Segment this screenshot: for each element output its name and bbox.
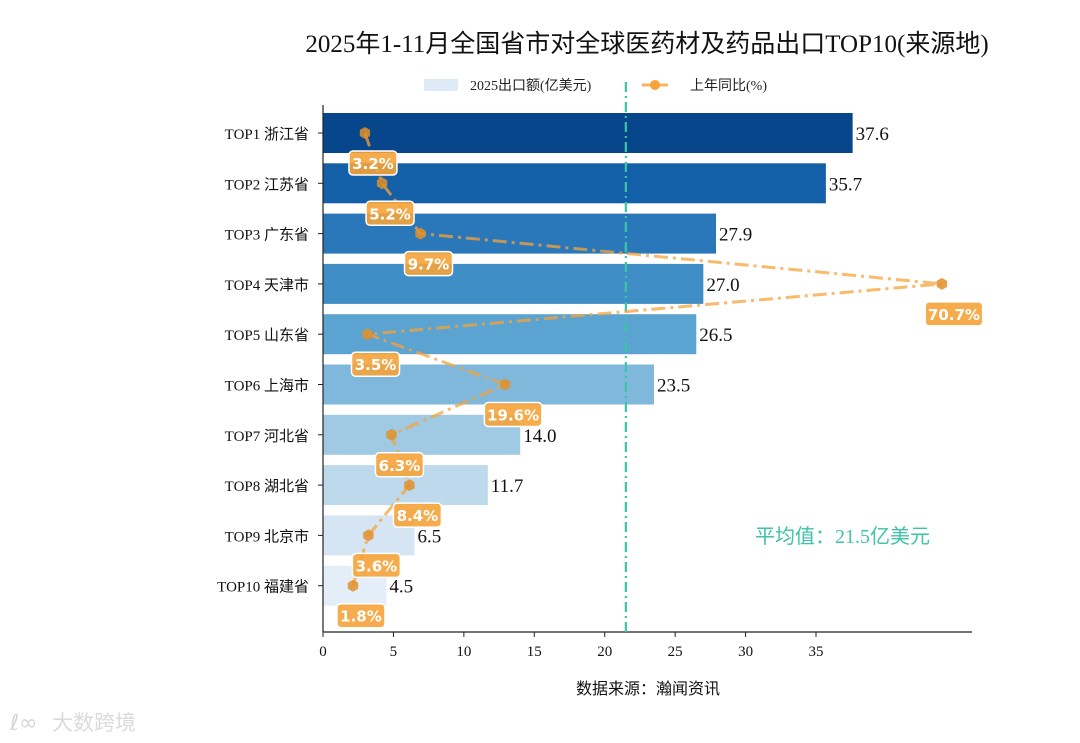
yoy-marker xyxy=(415,227,426,240)
yoy-marker xyxy=(376,177,388,190)
bar-value-label: 27.0 xyxy=(706,275,739,296)
yoy-label: 6.3% xyxy=(379,457,421,475)
legend-bar-label: 2025出口额(亿美元) xyxy=(470,78,592,94)
y-tick-label: TOP3 广东省 xyxy=(225,227,309,244)
yoy-label-box xyxy=(348,150,398,176)
yoy-marker xyxy=(499,378,511,391)
yoy-label-box xyxy=(924,301,984,327)
yoy-marker xyxy=(359,127,371,139)
bar xyxy=(323,314,697,355)
legend-bar-swatch xyxy=(424,79,458,91)
yoy-marker xyxy=(386,428,397,441)
yoy-label-box xyxy=(374,452,425,478)
legend: 2025出口额(亿美元) 上年同比(%) xyxy=(424,78,767,94)
bar xyxy=(323,263,704,304)
yoy-label: 5.2% xyxy=(369,205,411,223)
bar-value-label: 6.5 xyxy=(418,526,442,547)
x-tick-label: 0 xyxy=(319,644,327,660)
y-tick-label: TOP6 上海市 xyxy=(225,378,309,395)
bar-value-label: 14.0 xyxy=(523,426,556,447)
bar-value-label: 27.9 xyxy=(719,225,752,246)
yoy-marker xyxy=(347,579,359,592)
yoy-label: 1.8% xyxy=(340,608,382,626)
yoy-label: 3.6% xyxy=(356,557,398,575)
bar xyxy=(323,163,826,204)
yoy-marker xyxy=(363,529,374,542)
chart-title: 2025年1-11月全国省市对全球医药材及药品出口TOP10(来源地) xyxy=(305,30,988,58)
yoy-label: 8.4% xyxy=(397,507,439,525)
y-tick-label: TOP9 北京市 xyxy=(225,528,309,545)
x-tick-label: 15 xyxy=(527,644,542,660)
x-tick-label: 5 xyxy=(390,644,398,660)
yoy-label: 19.6% xyxy=(487,407,539,425)
y-tick-label: TOP7 河北省 xyxy=(225,428,309,445)
yoy-label-box xyxy=(351,552,402,579)
yoy-marker xyxy=(936,277,948,290)
legend-line-label: 上年同比(%) xyxy=(690,78,767,94)
legend-line-marker xyxy=(650,80,660,90)
y-tick-label: TOP5 山东省 xyxy=(225,327,309,344)
x-tick-label: 10 xyxy=(456,644,471,660)
x-axis-label: 数据来源：瀚闻资讯 xyxy=(576,680,720,698)
x-tick-label: 20 xyxy=(597,644,612,660)
y-tick-label: TOP8 湖北省 xyxy=(225,478,309,495)
yoy-label-box xyxy=(403,250,454,277)
yoy-label-box xyxy=(350,351,401,377)
bar-value-label: 4.5 xyxy=(389,577,413,598)
average-label: 平均值：21.5亿美元 xyxy=(755,525,930,548)
bar-value-label: 37.6 xyxy=(856,124,889,145)
yoy-marker xyxy=(362,328,373,341)
bar-value-label: 35.7 xyxy=(829,174,862,195)
yoy-marker xyxy=(404,479,415,492)
bar-value-label: 26.5 xyxy=(699,325,732,346)
yoy-label: 3.2% xyxy=(352,155,394,173)
y-tick-label: TOP1 浙江省 xyxy=(225,126,309,143)
bar-value-label: 23.5 xyxy=(657,376,690,397)
watermark-text: 大数跨境 xyxy=(52,711,136,735)
y-tick-label: TOP2 江苏省 xyxy=(225,176,309,193)
yoy-label-box xyxy=(483,401,543,428)
yoy-label: 3.5% xyxy=(355,356,397,374)
y-tick-label: TOP4 天津市 xyxy=(225,277,309,294)
x-tick-label: 35 xyxy=(809,644,824,660)
x-tick-label: 30 xyxy=(738,644,753,660)
yoy-label: 9.7% xyxy=(408,256,450,274)
bar xyxy=(323,113,853,153)
bar-value-label: 11.7 xyxy=(491,476,524,497)
yoy-label-box xyxy=(392,502,443,528)
y-tick-label: TOP10 福建省 xyxy=(217,579,309,596)
yoy-label-box xyxy=(336,602,386,629)
watermark: ℓ∞ 大数跨境 xyxy=(9,711,136,736)
watermark-logo-icon: ℓ∞ xyxy=(9,711,37,736)
yoy-label: 70.7% xyxy=(928,306,980,324)
yoy-label-box xyxy=(365,200,415,227)
x-tick-label: 25 xyxy=(668,644,683,660)
